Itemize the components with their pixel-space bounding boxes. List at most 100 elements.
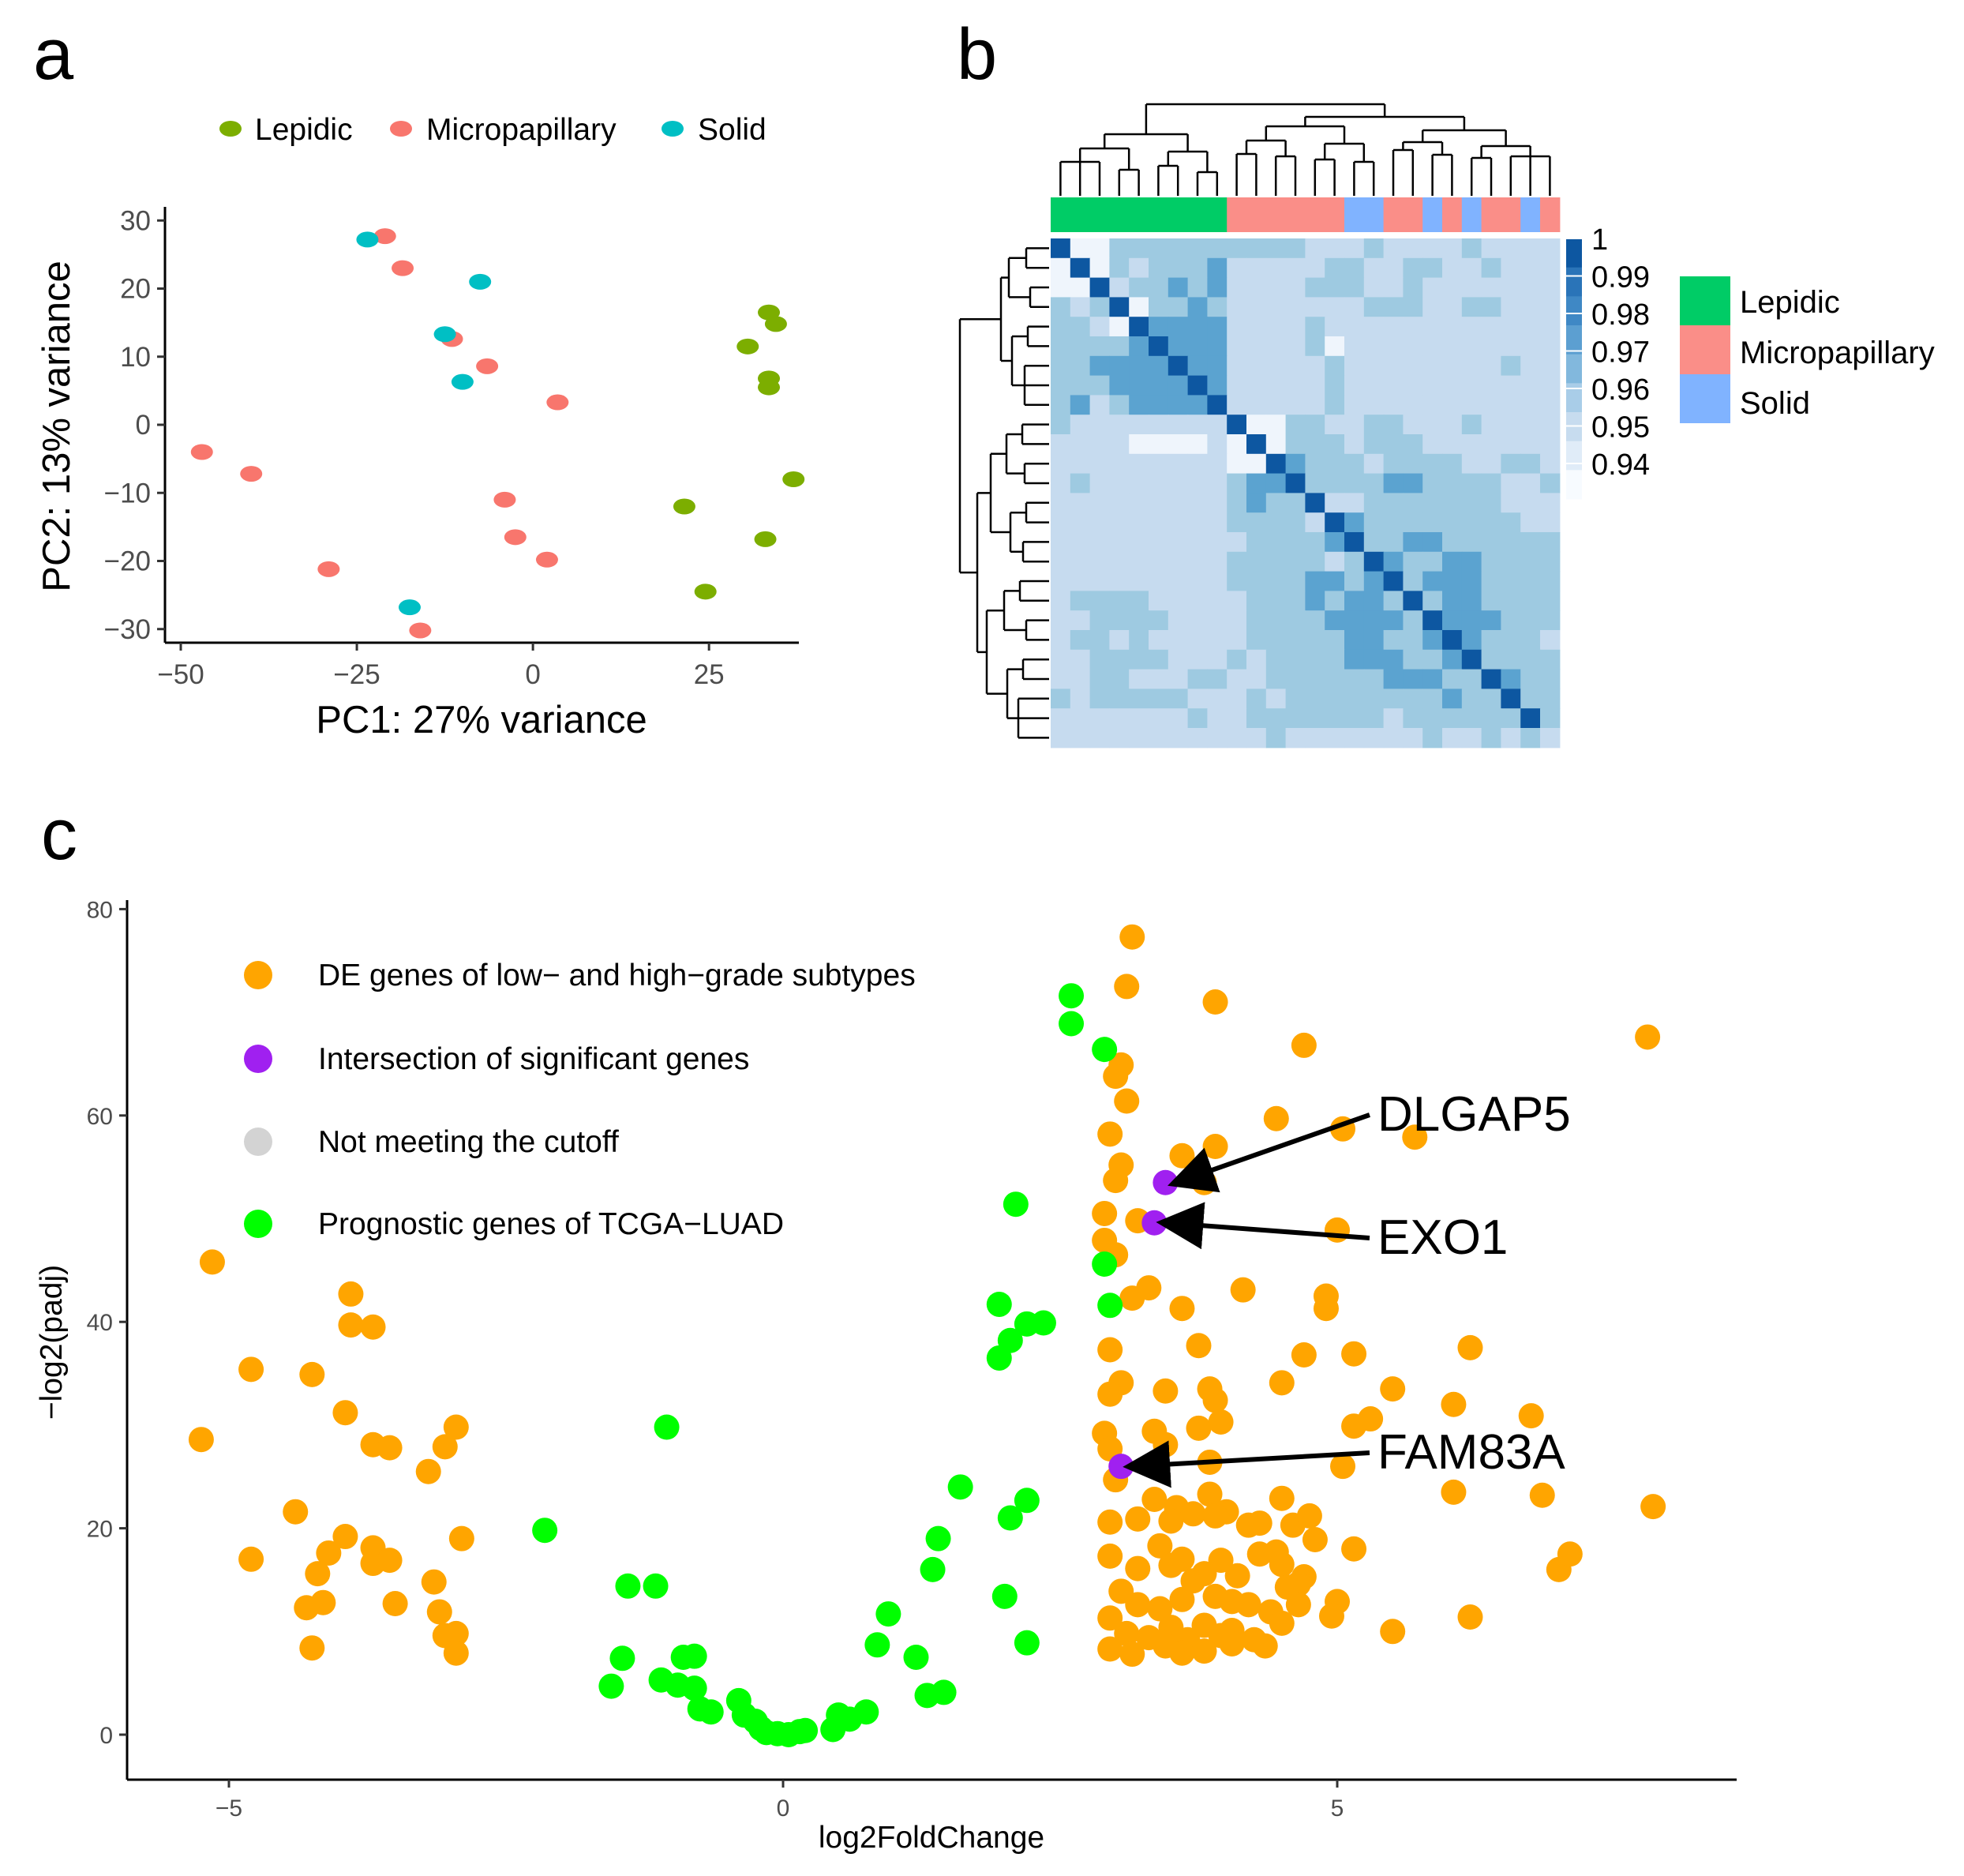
- heatmap-cell: [1070, 238, 1091, 259]
- heatmap-cell: [1149, 688, 1169, 709]
- heatmap-cell: [1383, 610, 1404, 631]
- pca-point-micropapillary: [546, 394, 569, 411]
- pca-legend: Lepidic Micropapillary Solid: [219, 113, 766, 147]
- heatmap-cell: [1265, 434, 1287, 455]
- heatmap-cell: [1461, 238, 1482, 259]
- heatmap-cell: [1403, 591, 1423, 611]
- heatmap-cell: [1403, 453, 1423, 475]
- heatmap-cell: [1540, 512, 1561, 533]
- heatmap-cell: [1129, 453, 1149, 475]
- heatmap-cell: [1207, 453, 1228, 475]
- heatmap-cell: [1403, 473, 1423, 493]
- heatmap-cell: [1403, 688, 1423, 709]
- heatmap-cell: [1265, 336, 1287, 357]
- heatmap-cell: [1129, 708, 1149, 729]
- column-annotation-bar: [1051, 197, 1561, 232]
- panel-label-b: b: [957, 14, 997, 95]
- heatmap-cell: [1325, 512, 1345, 533]
- heatmap-cell: [1187, 453, 1208, 475]
- heatmap-cell: [1540, 238, 1561, 259]
- heatmap-cell: [1540, 649, 1561, 670]
- heatmap-cell: [1442, 277, 1463, 298]
- heatmap-cell: [1501, 649, 1521, 670]
- heatmap-cell: [1129, 355, 1149, 377]
- heatmap-cell: [1265, 473, 1287, 493]
- heatmap-cell: [1149, 669, 1169, 689]
- heatmap-cell: [1070, 375, 1091, 396]
- column-dendrogram: [1059, 103, 1551, 196]
- heatmap-cell: [1168, 473, 1189, 493]
- heatmap-cell: [1051, 434, 1071, 455]
- heatmap-cell: [1246, 571, 1267, 591]
- heatmap-cell: [1246, 473, 1267, 493]
- heatmap-cell: [1383, 688, 1404, 709]
- legend-label-micropapillary: Micropapillary: [426, 113, 617, 147]
- pca-x-tick-label: −50: [157, 659, 204, 690]
- heatmap-cell: [1207, 395, 1228, 415]
- heatmap-cell: [1344, 512, 1365, 533]
- heatmap-cell: [1109, 453, 1130, 475]
- heatmap-cell: [1187, 493, 1208, 513]
- volcano-point: [698, 1699, 724, 1725]
- volcano-point: [377, 1435, 403, 1461]
- heatmap-cell: [1207, 473, 1228, 493]
- heatmap-cell: [1149, 610, 1169, 631]
- heatmap-cell: [1109, 512, 1130, 533]
- panel-label-a: a: [33, 14, 74, 95]
- volcano-ticks: −5 0 5 0 20 40 60 80: [87, 897, 1344, 1822]
- heatmap-cell: [1481, 473, 1501, 493]
- volcano-y-tick-label: 0: [99, 1723, 113, 1749]
- heatmap-cell: [1168, 355, 1189, 377]
- heatmap-cell: [1070, 630, 1091, 651]
- heatmap-cell: [1442, 688, 1463, 709]
- heatmap-cell: [1285, 708, 1306, 729]
- volcano-point: [1092, 1251, 1118, 1278]
- gene-label-fam83a: FAM83A: [1377, 1425, 1565, 1480]
- heatmap-cell: [1383, 669, 1404, 689]
- heatmap-cell: [1187, 669, 1208, 689]
- heatmap-cell: [1246, 434, 1267, 455]
- pca-y-axis-title: PC2: 13% variance: [36, 261, 78, 591]
- pca-point-micropapillary: [317, 561, 340, 577]
- heatmap-cell: [1285, 355, 1306, 377]
- heatmap-cell: [1129, 473, 1149, 493]
- heatmap-cell: [1246, 238, 1267, 259]
- heatmap-cell: [1403, 297, 1423, 317]
- heatmap-cell: [1403, 415, 1423, 435]
- heatmap-cell: [1481, 336, 1501, 357]
- annotation-key-solid: [1680, 374, 1730, 423]
- heatmap-cell: [1305, 395, 1325, 415]
- heatmap-cell: [1149, 649, 1169, 670]
- heatmap-cell: [1461, 493, 1482, 513]
- annotation-cell: [1520, 197, 1541, 232]
- heatmap-cell: [1305, 688, 1325, 709]
- heatmap-cell: [1422, 238, 1443, 259]
- heatmap-cell: [1168, 532, 1189, 553]
- heatmap-cell: [1149, 375, 1169, 396]
- heatmap-cell: [1129, 551, 1149, 572]
- heatmap-cell: [1325, 238, 1345, 259]
- annotation-cell: [1363, 197, 1385, 232]
- heatmap-cell: [1227, 493, 1247, 513]
- heatmap-cell: [1540, 728, 1561, 749]
- color-key-segment: [1566, 238, 1582, 268]
- legend-key-not-meeting: [244, 1127, 272, 1156]
- pca-point-solid: [356, 231, 379, 248]
- heatmap-cell: [1540, 434, 1561, 455]
- heatmap-cell: [1442, 336, 1463, 357]
- volcano-point: [1059, 983, 1085, 1009]
- heatmap-cell: [1227, 591, 1247, 611]
- heatmap-cell: [1363, 591, 1385, 611]
- heatmap-cell: [1422, 277, 1443, 298]
- color-key-segment: [1566, 441, 1582, 471]
- heatmap-cell: [1383, 257, 1404, 279]
- heatmap-cell: [1089, 610, 1110, 631]
- heatmap-cell: [1265, 571, 1287, 591]
- heatmap-cell: [1070, 512, 1091, 533]
- volcano-point: [238, 1356, 264, 1383]
- heatmap-cell: [1520, 728, 1541, 749]
- color-key-segment: [1566, 296, 1582, 326]
- heatmap-cell: [1089, 317, 1110, 337]
- heatmap-cell: [1363, 649, 1385, 670]
- heatmap-cell: [1501, 453, 1521, 475]
